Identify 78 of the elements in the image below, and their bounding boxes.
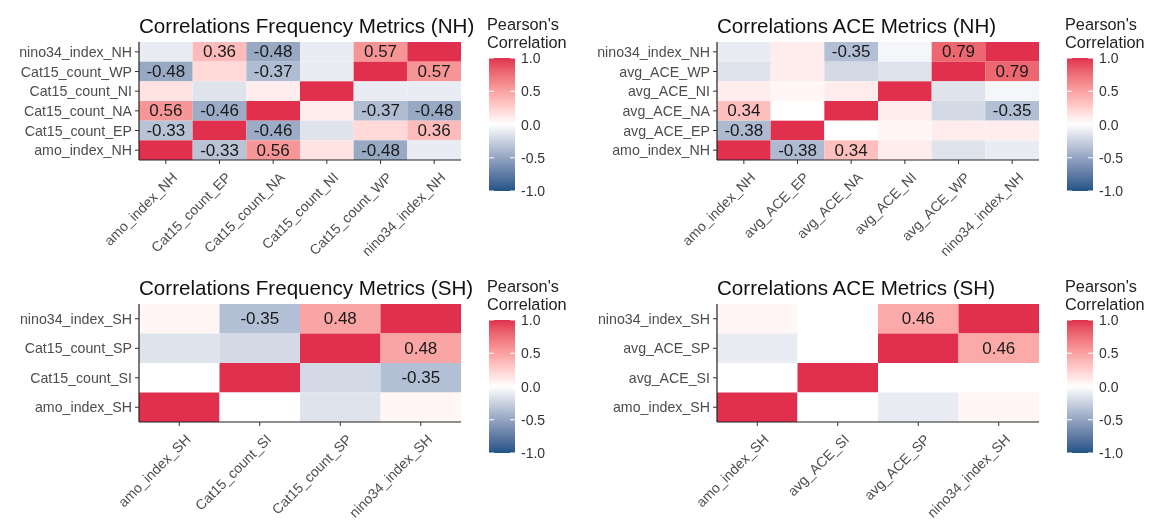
- color-bar-label: 1.0: [521, 312, 541, 328]
- data-label: -0.46: [253, 121, 293, 140]
- y-tick-label: Cat15_count_SI: [30, 369, 132, 386]
- y-tick-label: Cat15_count_NA: [23, 102, 133, 119]
- color-bar-label: -1.0: [1099, 183, 1124, 199]
- data-label: 0.34: [727, 101, 761, 121]
- y-tick-label: amo_index_SH: [34, 399, 132, 416]
- y-tick-label: amo_index_NH: [34, 142, 132, 159]
- data-label: -0.46: [200, 101, 239, 121]
- data-label: -0.38: [724, 121, 764, 140]
- chart-title: Correlations ACE Metrics (NH): [717, 14, 997, 37]
- data-label: -0.37: [361, 101, 400, 121]
- y-tick-label: avg_ACE_NI: [627, 83, 710, 100]
- y-tick-label: nino34_index_NH: [597, 43, 710, 60]
- data-label: -0.33: [146, 121, 186, 140]
- color-bar-title: Pearson's Correlation: [1065, 277, 1145, 313]
- color-bar-label: 0.0: [521, 116, 541, 133]
- color-bar-label: 1.0: [521, 50, 541, 66]
- y-tick-label: Cat15_count_NI: [29, 83, 132, 100]
- color-bar-label: -0.5: [521, 411, 546, 428]
- y-tick-label: Cat15_count_EP: [24, 122, 132, 139]
- data-label: 0.79: [941, 42, 976, 62]
- y-tick-label: avg_ACE_SI: [628, 369, 710, 386]
- color-bar-title: Pearson's Correlation: [1065, 15, 1145, 51]
- data-label: -0.33: [200, 140, 239, 160]
- y-tick-label: amo_index_SH: [612, 399, 710, 416]
- color-bar-label: 0.5: [1099, 345, 1119, 362]
- data-label: 0.36: [202, 42, 237, 62]
- color-bar-label: 0.5: [521, 83, 541, 100]
- color-bar-label: 0.5: [521, 345, 541, 362]
- y-tick-label: avg_ACE_EP: [623, 122, 710, 139]
- color-bar-label: -1.0: [1099, 445, 1124, 461]
- data-label: 0.57: [363, 42, 398, 62]
- data-label: -0.48: [361, 140, 400, 160]
- color-bar-label: 1.0: [1099, 50, 1119, 66]
- y-tick-label: nino34_index_SH: [597, 310, 710, 327]
- y-tick-label: Cat15_count_SP: [24, 340, 132, 357]
- chart-title: Correlations ACE Metrics (SH): [717, 276, 996, 299]
- chart-title: Correlations Frequency Metrics (SH): [139, 276, 474, 299]
- y-tick-label: nino34_index_NH: [19, 43, 132, 60]
- color-bar-title: Pearson's Correlation: [487, 15, 567, 51]
- data-label: 0.46: [901, 309, 935, 329]
- color-bar-label: -0.5: [1099, 149, 1124, 166]
- data-label: -0.48: [146, 62, 186, 81]
- color-bar-label: -1.0: [521, 445, 546, 461]
- data-label: 0.56: [256, 140, 290, 160]
- data-label: -0.37: [253, 62, 293, 81]
- data-label: 0.48: [323, 309, 357, 329]
- data-label: -0.35: [401, 368, 441, 388]
- color-bar-label: -1.0: [521, 183, 546, 199]
- data-label: -0.38: [778, 140, 817, 160]
- chart-title: Correlations Frequency Metrics (NH): [139, 14, 475, 37]
- data-label: -0.48: [253, 42, 293, 62]
- data-label: 0.48: [404, 338, 438, 358]
- data-label: 0.34: [834, 140, 868, 160]
- data-label: 0.79: [995, 62, 1029, 81]
- data-label: 0.36: [417, 121, 451, 140]
- y-tick-label: avg_ACE_WP: [619, 63, 710, 80]
- y-tick-label: avg_ACE_NA: [622, 102, 711, 119]
- color-bar-label: 1.0: [1099, 312, 1119, 328]
- data-label: -0.48: [414, 101, 454, 121]
- y-tick-label: nino34_index_SH: [19, 310, 132, 327]
- y-tick-label: avg_ACE_SP: [623, 340, 710, 357]
- data-label: -0.35: [992, 101, 1032, 121]
- color-bar-label: 0.0: [521, 378, 541, 395]
- color-bar-label: 0.5: [1099, 83, 1119, 100]
- data-label: 0.56: [149, 101, 183, 121]
- y-tick-label: Cat15_count_WP: [20, 63, 132, 80]
- color-bar-label: -0.5: [521, 149, 546, 166]
- data-label: -0.35: [831, 42, 871, 62]
- color-bar-label: 0.0: [1099, 378, 1119, 395]
- color-bar-label: 0.0: [1099, 116, 1119, 133]
- y-tick-label: amo_index_NH: [612, 142, 710, 159]
- data-label: 0.46: [982, 338, 1016, 358]
- data-label: 0.57: [417, 62, 451, 81]
- color-bar-title: Pearson's Correlation: [487, 277, 567, 313]
- color-bar-label: -0.5: [1099, 411, 1124, 428]
- data-label: -0.35: [240, 309, 280, 329]
